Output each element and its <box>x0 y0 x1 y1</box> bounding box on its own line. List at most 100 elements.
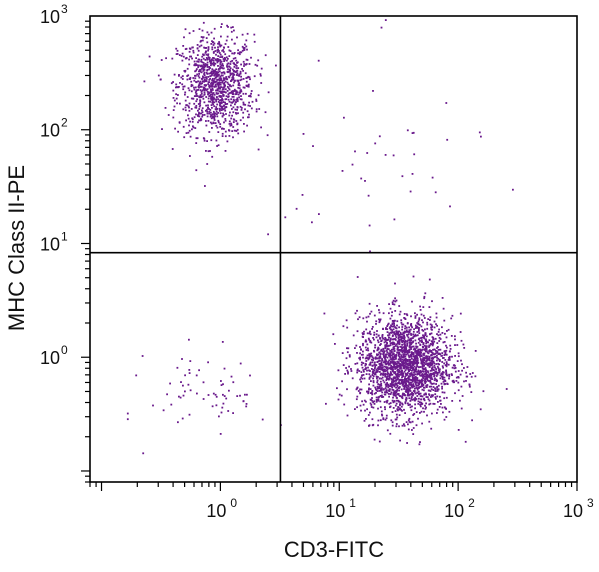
event-point <box>440 403 442 405</box>
event-point <box>243 130 245 133</box>
event-point <box>387 393 390 395</box>
event-point <box>436 385 439 388</box>
event-point <box>401 333 404 336</box>
event-point <box>377 339 379 342</box>
event-point <box>200 92 203 95</box>
event-point <box>436 373 439 375</box>
event-point <box>391 329 394 332</box>
event-point <box>429 344 431 347</box>
event-point <box>407 360 409 362</box>
event-point <box>438 337 441 339</box>
y-tick-label: 10 <box>40 234 60 254</box>
event-point <box>370 341 373 344</box>
event-point <box>444 332 446 335</box>
event-point <box>222 402 225 405</box>
event-point <box>408 331 411 334</box>
event-point <box>238 53 241 56</box>
event-point <box>346 326 349 329</box>
event-point <box>184 390 186 393</box>
event-point <box>438 328 440 331</box>
event-point <box>210 115 213 117</box>
event-point <box>408 383 411 385</box>
event-point <box>275 64 277 67</box>
event-point <box>379 337 382 340</box>
event-point <box>443 376 446 379</box>
event-point <box>444 353 447 356</box>
event-point <box>361 374 363 377</box>
event-point <box>187 105 190 108</box>
event-point <box>244 393 246 396</box>
event-point <box>221 74 224 77</box>
event-point <box>445 371 448 373</box>
event-point <box>240 89 242 91</box>
event-point <box>204 78 206 81</box>
event-point <box>361 377 364 380</box>
event-point <box>367 349 370 352</box>
event-point <box>194 64 197 67</box>
event-point <box>442 411 444 414</box>
event-point <box>431 395 434 398</box>
event-point <box>384 373 387 375</box>
event-point <box>227 75 230 78</box>
event-point <box>218 99 221 102</box>
event-point <box>221 127 224 130</box>
event-point <box>398 353 401 356</box>
event-point <box>250 107 253 110</box>
event-point <box>441 332 444 334</box>
event-point <box>242 86 245 89</box>
event-point <box>420 341 423 343</box>
event-point <box>188 89 191 92</box>
event-point <box>397 393 400 395</box>
event-point <box>388 376 391 379</box>
event-point <box>394 383 397 385</box>
event-point <box>406 340 409 343</box>
event-point <box>461 369 463 372</box>
event-point <box>461 363 463 366</box>
event-point <box>240 107 243 109</box>
event-point <box>398 362 401 365</box>
event-point <box>424 334 426 336</box>
event-point <box>375 389 378 392</box>
event-point <box>367 414 370 416</box>
event-point <box>188 58 190 61</box>
event-point <box>346 414 349 417</box>
event-point <box>230 92 233 94</box>
event-point <box>336 387 338 390</box>
event-point <box>207 150 210 153</box>
event-point <box>389 363 391 366</box>
event-point <box>195 63 197 65</box>
event-point <box>428 366 431 368</box>
event-point <box>355 388 358 391</box>
event-point <box>417 384 420 387</box>
event-point <box>389 402 392 404</box>
event-point <box>192 51 195 54</box>
event-point <box>386 367 388 370</box>
event-point <box>432 361 435 363</box>
event-point <box>239 51 241 54</box>
event-point <box>389 372 392 375</box>
event-point <box>419 401 421 404</box>
event-point <box>235 67 238 69</box>
event-point <box>194 70 196 73</box>
event-point <box>422 348 424 351</box>
event-point <box>422 342 425 345</box>
event-point <box>383 381 386 384</box>
event-point <box>188 338 190 341</box>
event-point <box>410 355 412 357</box>
event-point <box>227 93 230 96</box>
event-point <box>371 328 373 330</box>
event-point <box>228 120 231 123</box>
event-point <box>223 128 225 130</box>
event-point <box>213 78 216 80</box>
event-point <box>444 351 447 354</box>
event-point <box>235 59 238 62</box>
event-point <box>212 92 215 94</box>
event-point <box>392 379 395 381</box>
event-point <box>413 371 415 374</box>
event-point <box>348 354 351 356</box>
event-point <box>377 387 379 390</box>
event-point <box>401 383 404 386</box>
event-point <box>394 361 397 364</box>
event-point <box>210 70 213 73</box>
event-point <box>372 401 375 403</box>
